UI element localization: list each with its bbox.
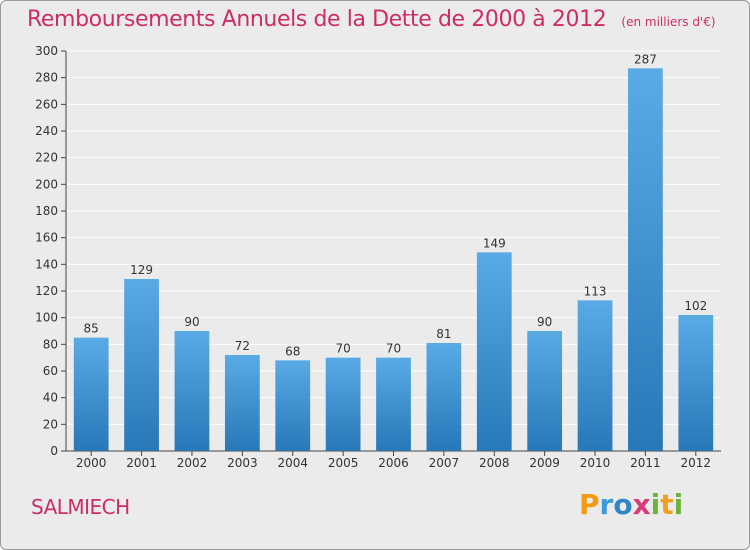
y-tick-label: 260: [35, 97, 58, 111]
x-tick-label: 2008: [479, 456, 510, 470]
bar-2007: [426, 343, 462, 451]
logo-letter: x: [632, 488, 651, 521]
x-tick-label: 2006: [378, 456, 409, 470]
value-label: 72: [235, 339, 250, 353]
y-tick-label: 300: [35, 44, 58, 58]
bar-2000: [73, 337, 109, 451]
y-tick-label: 160: [35, 231, 58, 245]
x-tick-label: 2001: [126, 456, 157, 470]
x-tick-label: 2002: [177, 456, 208, 470]
x-tick-label: 2005: [328, 456, 359, 470]
y-tick-label: 100: [35, 311, 58, 325]
y-tick-label: 200: [35, 177, 58, 191]
value-label: 129: [130, 263, 153, 277]
y-tick-label: 40: [43, 391, 58, 405]
bar-2012: [678, 315, 714, 451]
bar-2009: [527, 331, 563, 451]
bar-2003: [224, 355, 260, 451]
bar-2002: [174, 331, 210, 451]
y-tick-label: 120: [35, 284, 58, 298]
logo-letter: i: [673, 488, 684, 521]
value-label: 68: [285, 344, 300, 358]
logo-letter: t: [660, 488, 674, 521]
y-tick-label: 280: [35, 71, 58, 85]
logo-letter: r: [599, 488, 614, 521]
bar-2006: [376, 357, 411, 451]
value-label: 81: [436, 327, 451, 341]
x-tick-label: 2000: [76, 456, 107, 470]
x-tick-label: 2007: [429, 456, 460, 470]
x-tick-label: 2010: [580, 456, 611, 470]
bar-2011: [628, 68, 663, 451]
value-label: 149: [483, 236, 506, 250]
bar-2001: [124, 279, 159, 451]
value-label: 102: [684, 299, 707, 313]
y-tick-label: 180: [35, 204, 58, 218]
y-tick-label: 140: [35, 257, 58, 271]
logo-letter: i: [650, 488, 661, 521]
value-label: 287: [634, 52, 657, 66]
x-tick-label: 2004: [277, 456, 308, 470]
y-tick-label: 240: [35, 124, 58, 138]
logo-letter: P: [579, 488, 600, 521]
bar-2008: [476, 252, 512, 451]
value-label: 70: [386, 342, 401, 356]
place-name: SALMIECH: [31, 495, 130, 519]
bar-2005: [325, 357, 361, 451]
y-tick-label: 0: [50, 444, 58, 458]
y-tick-label: 20: [43, 417, 58, 431]
value-label: 70: [335, 342, 350, 356]
proxiti-logo: Proxiti: [579, 488, 683, 521]
value-label: 113: [584, 284, 607, 298]
bar-2004: [275, 360, 311, 451]
x-tick-label: 2012: [681, 456, 712, 470]
value-label: 85: [84, 322, 99, 336]
x-tick-label: 2011: [630, 456, 661, 470]
logo-letter: o: [613, 488, 633, 521]
chart-title: Remboursements Annuels de la Dette de 20…: [27, 7, 607, 32]
y-tick-label: 80: [43, 337, 58, 351]
y-tick-label: 220: [35, 151, 58, 165]
value-label: 90: [184, 315, 199, 329]
chart-subtitle: (en milliers d'€): [621, 15, 716, 29]
y-tick-label: 60: [43, 364, 58, 378]
value-label: 90: [537, 315, 552, 329]
x-tick-label: 2003: [227, 456, 258, 470]
bar-2010: [577, 300, 613, 451]
chart-title-block: Remboursements Annuels de la Dette de 20…: [27, 7, 716, 32]
x-tick-label: 2009: [529, 456, 560, 470]
